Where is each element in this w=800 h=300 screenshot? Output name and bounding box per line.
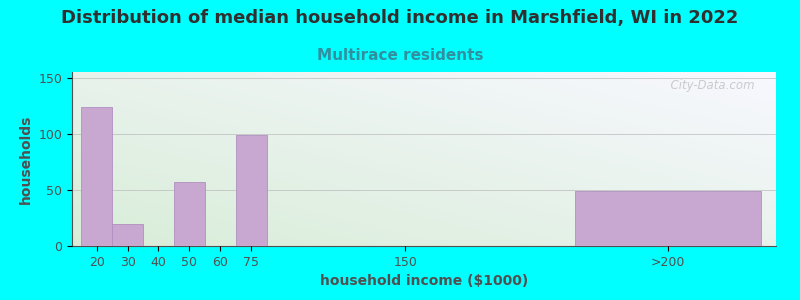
Bar: [174, 182, 205, 246]
Text: Multirace residents: Multirace residents: [317, 48, 483, 63]
Text: City-Data.com: City-Data.com: [663, 79, 755, 92]
Text: Distribution of median household income in Marshfield, WI in 2022: Distribution of median household income …: [62, 9, 738, 27]
Bar: [82, 107, 112, 246]
X-axis label: household income ($1000): household income ($1000): [320, 274, 528, 288]
Bar: [112, 224, 143, 246]
Bar: [236, 135, 266, 246]
Bar: [575, 191, 761, 246]
Y-axis label: households: households: [19, 114, 33, 204]
